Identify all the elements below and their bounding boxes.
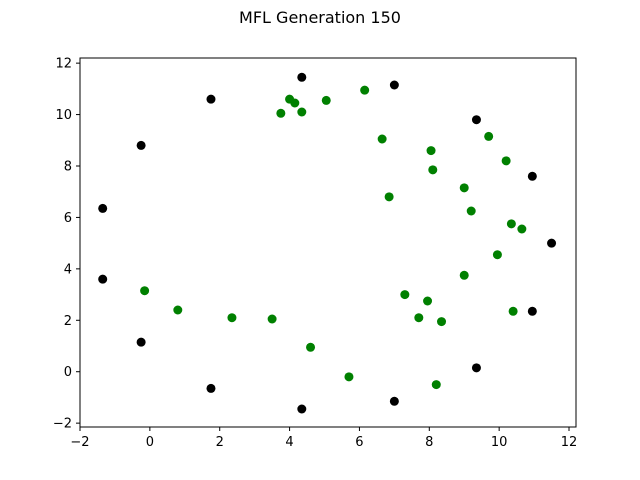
data-point (389, 396, 399, 406)
y-tick-label: 6 (64, 211, 72, 226)
data-point (527, 171, 537, 181)
data-point (506, 219, 516, 229)
data-point (492, 250, 502, 260)
data-point (437, 317, 447, 327)
data-point (297, 107, 307, 117)
chart-title: MFL Generation 150 (239, 8, 401, 27)
data-point (384, 192, 394, 202)
y-tick-label: 8 (64, 160, 72, 175)
data-point (267, 314, 277, 324)
x-tick-label: 2 (216, 435, 224, 450)
data-point (140, 286, 150, 296)
data-point (517, 224, 527, 234)
data-point (426, 146, 436, 156)
x-axis: −2 0 2 4 6 8 10 12 (70, 427, 577, 450)
data-points (98, 72, 557, 414)
x-tick-label: −2 (70, 435, 89, 450)
data-point (98, 274, 108, 284)
x-tick-label: 4 (285, 435, 293, 450)
y-tick-label: 10 (55, 108, 72, 123)
x-tick-label: 10 (491, 435, 508, 450)
y-tick-label: −2 (53, 417, 72, 432)
data-point (377, 134, 387, 144)
data-point (471, 115, 481, 125)
x-tick-label: 0 (146, 435, 154, 450)
data-point (344, 372, 354, 382)
y-tick-label: 4 (64, 262, 72, 277)
data-point (414, 313, 424, 323)
data-point (276, 108, 286, 118)
data-point (508, 306, 518, 316)
data-point (484, 131, 494, 141)
data-point (459, 183, 469, 193)
data-point (466, 206, 476, 216)
data-point (471, 363, 481, 373)
data-point (428, 165, 438, 175)
y-tick-label: 0 (64, 365, 72, 380)
data-point (306, 342, 316, 352)
data-point (459, 270, 469, 280)
data-point (290, 98, 300, 108)
y-tick-label: 12 (55, 57, 72, 72)
data-point (206, 94, 216, 104)
data-point (389, 80, 399, 90)
data-point (423, 296, 433, 306)
x-tick-label: 12 (561, 435, 578, 450)
data-point (173, 305, 183, 315)
plot-area-frame (79, 57, 577, 428)
data-point (227, 313, 237, 323)
data-point (136, 337, 146, 347)
data-point (136, 140, 146, 150)
data-point (297, 72, 307, 82)
data-point (206, 383, 216, 393)
y-tick-label: 2 (64, 314, 72, 329)
data-point (360, 85, 370, 95)
x-tick-label: 6 (355, 435, 363, 450)
data-point (321, 95, 331, 105)
data-point (297, 404, 307, 414)
x-tick-label: 8 (425, 435, 433, 450)
data-point (431, 380, 441, 390)
data-point (527, 306, 537, 316)
data-point (547, 238, 557, 248)
data-point (400, 290, 410, 300)
data-point (98, 203, 108, 213)
data-point (501, 156, 511, 166)
y-axis: −2 0 2 4 6 8 10 12 (53, 57, 80, 432)
